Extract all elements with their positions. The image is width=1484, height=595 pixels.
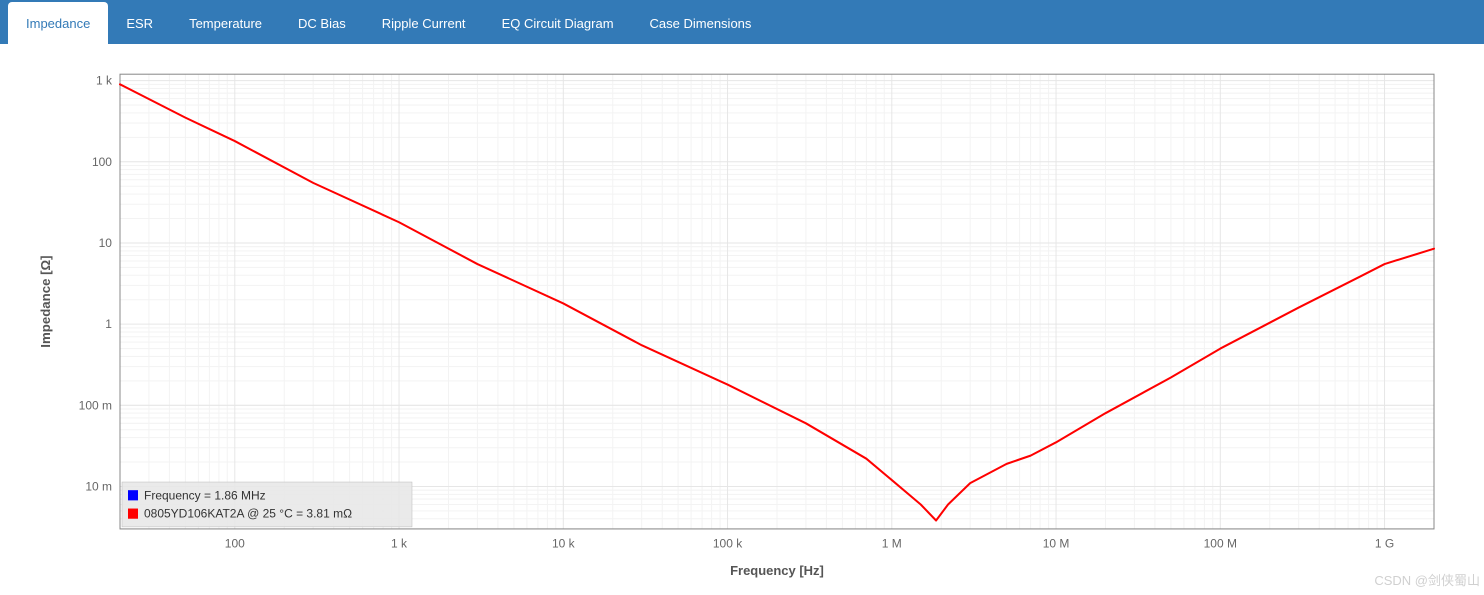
- tab-dc-bias[interactable]: DC Bias: [280, 2, 364, 44]
- legend-swatch: [128, 490, 138, 500]
- x-tick-label: 10 M: [1043, 536, 1070, 550]
- x-tick-label: 1 M: [882, 536, 902, 550]
- tab-temperature[interactable]: Temperature: [171, 2, 280, 44]
- impedance-chart: 100 1 k 10 k 100 k 1 M 10 M 100 M 1 G 10 m 100 m 1…: [0, 44, 1484, 595]
- x-tick-label: 100: [225, 536, 245, 550]
- y-tick-label: 10 m: [85, 479, 112, 493]
- x-tick-label: 100 M: [1204, 536, 1237, 550]
- x-tick-label: 1 k: [391, 536, 408, 550]
- y-axis-label: Impedance [Ω]: [38, 255, 53, 347]
- legend-item-text: Frequency = 1.86 MHz: [144, 488, 266, 502]
- x-tick-label: 1 G: [1375, 536, 1394, 550]
- y-tick-label: 100: [92, 155, 112, 169]
- y-tick-label: 1: [105, 317, 112, 331]
- x-axis-label: Frequency [Hz]: [730, 563, 824, 578]
- tab-esr[interactable]: ESR: [108, 2, 171, 44]
- legend-swatch: [128, 509, 138, 519]
- x-tick-label: 100 k: [713, 536, 743, 550]
- tab-bar: ImpedanceESRTemperatureDC BiasRipple Cur…: [0, 0, 1484, 44]
- tab-ripple-current[interactable]: Ripple Current: [364, 2, 484, 44]
- legend-item-text: 0805YD106KAT2A @ 25 °C = 3.81 mΩ: [144, 507, 352, 521]
- tab-impedance[interactable]: Impedance: [8, 2, 108, 44]
- tab-eq-circuit-diagram[interactable]: EQ Circuit Diagram: [484, 2, 632, 44]
- tab-case-dimensions[interactable]: Case Dimensions: [632, 2, 770, 44]
- y-tick-label: 1 k: [96, 74, 113, 88]
- y-tick-label: 100 m: [79, 398, 112, 412]
- y-tick-label: 10: [99, 236, 113, 250]
- x-tick-label: 10 k: [552, 536, 576, 550]
